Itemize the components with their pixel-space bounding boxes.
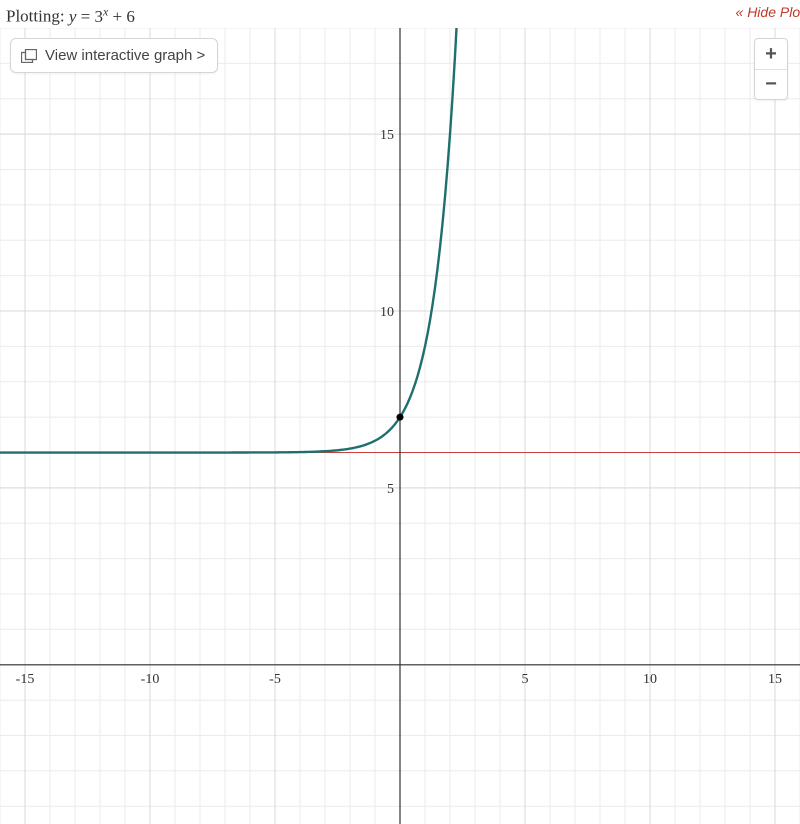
y-tick-label: 15 — [380, 128, 394, 143]
x-tick-label: -10 — [141, 672, 160, 687]
view-interactive-graph-label: View interactive graph > — [45, 47, 205, 64]
x-tick-label: 15 — [768, 672, 782, 687]
view-interactive-graph-button[interactable]: View interactive graph > — [10, 38, 218, 73]
zoom-out-button[interactable]: − — [755, 69, 787, 99]
plot-title-prefix: Plotting: — [6, 7, 69, 26]
graph-area: -15 -10 -5 5 10 15 5 10 15 — [0, 28, 800, 824]
y-tick-label: 5 — [387, 482, 394, 497]
y-tick-label: 10 — [380, 305, 394, 320]
x-tick-label: -5 — [269, 672, 281, 687]
x-tick-label: 10 — [643, 672, 657, 687]
x-tick-label: 5 — [522, 672, 529, 687]
popout-icon — [21, 49, 37, 63]
zoom-controls: + − — [754, 38, 788, 100]
plot-equation: y = 3x + 6 — [69, 7, 135, 26]
chart-canvas: -15 -10 -5 5 10 15 5 10 15 — [0, 28, 800, 824]
y-intercept-point — [397, 414, 404, 421]
plot-title: Plotting: y = 3x + 6 — [6, 4, 135, 27]
x-tick-label: -15 — [16, 672, 35, 687]
hide-plot-link[interactable]: « Hide Plot — [736, 4, 800, 20]
zoom-in-button[interactable]: + — [755, 39, 787, 69]
